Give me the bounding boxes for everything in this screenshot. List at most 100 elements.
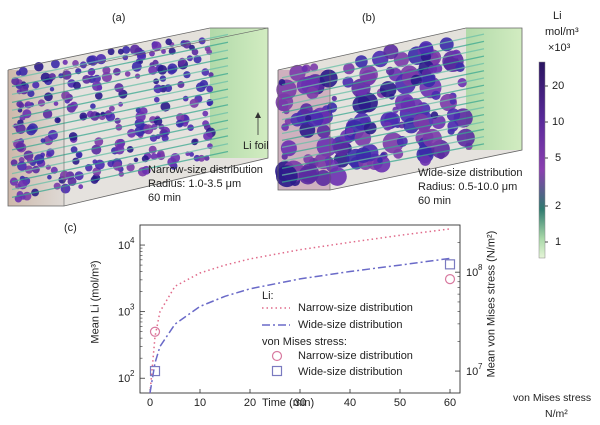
colorbar [538,61,548,259]
particle [161,49,166,54]
particle [18,157,25,163]
particle [301,65,308,72]
particle [331,95,337,102]
fiber [281,106,485,149]
fiber [11,57,229,104]
particle [53,101,59,106]
particle [455,62,465,72]
fiber [281,113,485,156]
colorbar-tick-label: 20 [552,80,565,92]
fiber [281,33,485,79]
particle [70,146,78,154]
particle [15,142,25,152]
fiber [11,143,229,191]
fiber [11,104,229,151]
particle [73,81,81,90]
x-tick-label: 0 [147,397,153,409]
particle [167,63,178,74]
footer-label-2: N/m² [545,408,568,420]
particle [281,123,289,131]
particle [393,148,404,159]
panel-a-li-foil [210,28,268,158]
particle [129,44,141,55]
particle [122,46,131,54]
panel-b-particles [275,37,475,188]
legend-marker-circle [271,350,283,362]
particle [153,84,163,94]
stress-point-narrow [149,326,161,337]
legend-label-wide-stress: Wide-size distribution [298,366,403,378]
particle [117,48,124,55]
particle [383,44,399,60]
particle [11,77,20,86]
colorbar-gradient [538,61,546,259]
particle [18,66,28,76]
particle [78,184,84,190]
particle [165,38,172,46]
fiber [11,127,229,175]
particle [51,59,60,69]
left-y-tick-exp: 3 [130,303,135,312]
legend-label-narrow-li: Narrow-size distribution [298,302,413,314]
particle [207,101,212,107]
particle [18,102,25,109]
fiber [281,128,485,169]
legend-label-wide-li: Wide-size distribution [298,319,403,331]
fiber [281,70,485,114]
particle [68,132,78,141]
particle [310,63,319,72]
particle [109,105,115,112]
particle [206,85,214,93]
legend-label-narrow-stress: Narrow-size distribution [298,350,413,362]
x-tick-label: 10 [194,397,206,409]
panel-a-label: (a) [112,12,126,24]
panel-a-caption-2: Radius: 1.0-3.5 μm [148,178,242,190]
particle [422,73,436,88]
panel-a-caption-1: Narrow-size distribution [148,164,263,176]
legend-group-li: Li: [262,290,274,302]
fiber [11,41,229,88]
fiber [281,84,485,128]
stress-point-narrow [444,274,456,285]
fiber [11,111,229,159]
fiber [11,49,229,96]
particle [95,92,103,100]
y-axis-label-right: Mean von Mises stress (N/m²) [485,230,498,378]
right-y-tick-exp: 7 [478,362,483,371]
particle [133,157,139,163]
particle [189,152,195,157]
series-line-1 [149,257,451,394]
panel-c-label: (c) [64,222,77,234]
fiber [11,65,229,111]
particle [156,152,162,158]
fiber [11,33,229,80]
particle [131,61,142,72]
fiber [11,135,229,183]
fiber [281,92,485,135]
particle [139,107,148,116]
particle [92,81,102,91]
panel-b-label: (b) [362,12,376,24]
x-tick-label: 50 [394,397,406,409]
particle [305,115,312,122]
particle [61,91,71,101]
particle [202,110,209,117]
fiber [281,121,485,162]
colorbar-tick-label: 10 [552,116,565,128]
fiber [11,72,229,119]
fiber [281,143,485,183]
particle [177,81,185,88]
fiber [11,96,229,143]
particle [363,121,377,135]
colorbar-tick-label: 2 [555,200,562,212]
left-y-tick-label: 10 [118,373,130,385]
panel-b-fibers [281,33,485,183]
panel-b-caption-2: Radius: 0.5-10.0 μm [418,181,518,193]
x-tick-label: 30 [294,397,306,409]
panel-a-box-edge-top [63,27,269,71]
stress-point-wide [149,365,161,377]
particle [40,138,46,144]
particle [276,165,298,188]
chart-legend [262,307,290,377]
